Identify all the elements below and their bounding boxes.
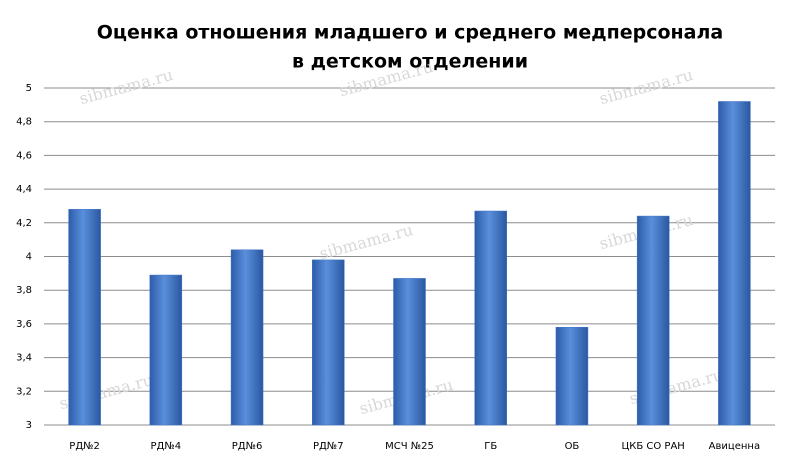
bar [636,215,670,426]
y-tick-label: 5 [26,83,32,94]
x-tick-label: РД№2 [69,441,100,452]
watermark: sibmama.ru [77,65,175,108]
bar [718,101,751,426]
x-tick-label: ЦКБ СО РАН [622,441,685,452]
x-tick-label: РД№4 [151,441,182,452]
bar [230,249,264,426]
y-tick-label: 3,6 [16,319,32,330]
y-tick-label: 3,2 [16,386,32,397]
y-tick-label: 4,4 [16,184,32,195]
y-tick-label: 4,2 [16,218,32,229]
bar [68,209,101,426]
x-tick-label: ГБ [484,441,497,452]
bar [474,210,507,426]
x-tick-label: РД№6 [232,441,263,452]
x-tick-label: Авиценна [709,441,760,452]
chart-title: Оценка отношения младшего и среднего мед… [97,22,723,44]
y-tick-label: 4,6 [16,150,32,161]
x-tick-label: ОБ [565,441,580,452]
bar [312,259,345,426]
y-tick-label: 4,8 [16,117,32,128]
y-tick-label: 3 [26,420,32,431]
y-tick-label: 3,8 [16,285,32,296]
watermark: sibmama.ru [597,65,695,108]
chart-title: в детском отделении [292,51,528,73]
bar [555,327,589,426]
bar [393,278,426,426]
x-tick-label: МСЧ №25 [385,441,434,452]
y-tick-label: 4 [26,252,32,263]
bar [149,274,183,426]
x-tick-label: РД№7 [313,441,344,452]
y-tick-label: 3,4 [16,353,32,364]
